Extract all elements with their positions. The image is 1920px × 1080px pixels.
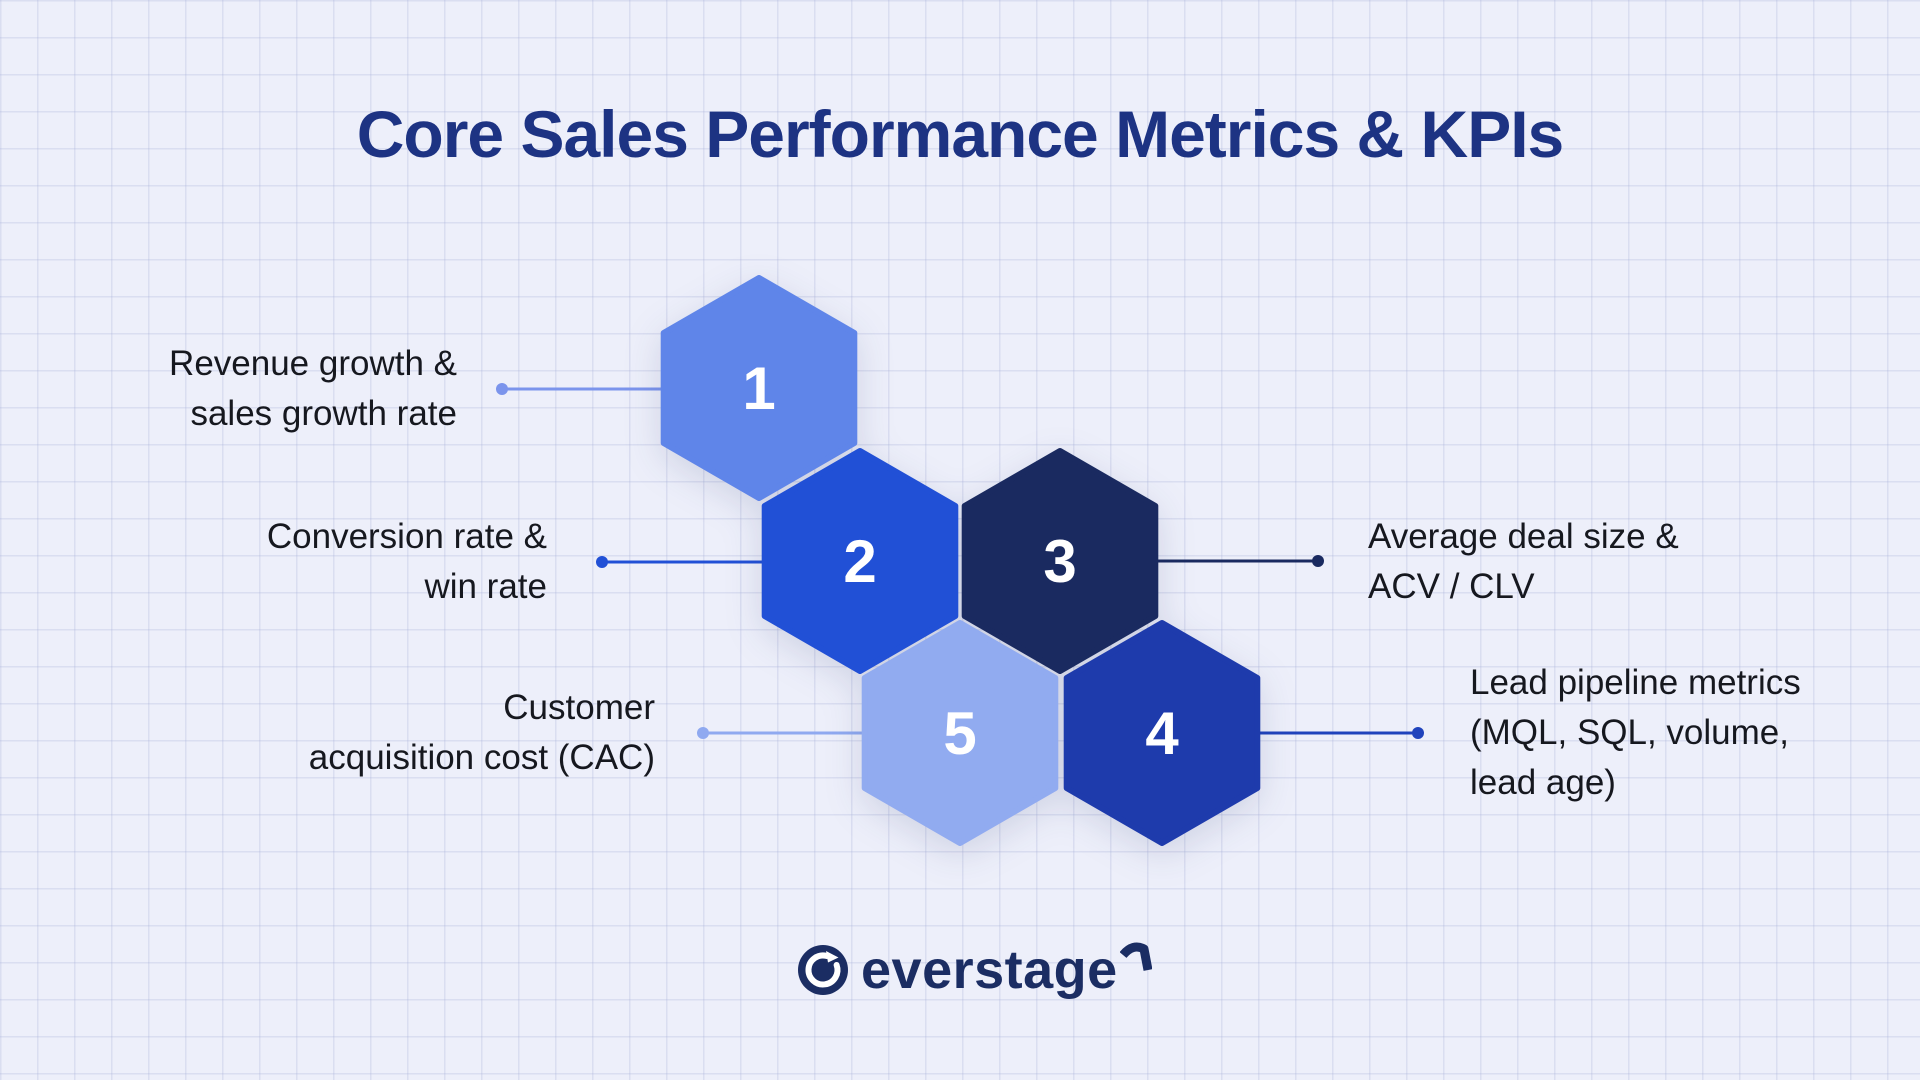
- label-average-deal-size: Average deal size & ACV / CLV: [1368, 512, 1679, 612]
- everstage-logo-icon: [798, 945, 848, 995]
- label-line: lead age): [1470, 763, 1616, 802]
- hexagon-3: [961, 448, 1159, 674]
- connector-dot-5: [697, 727, 709, 739]
- hexagon-1-number: 1: [742, 355, 775, 422]
- label-revenue-growth: Revenue growth & sales growth rate: [169, 339, 457, 439]
- label-line: win rate: [424, 567, 547, 606]
- everstage-logo: everstage: [798, 942, 1152, 998]
- everstage-wordmark: everstage: [861, 940, 1118, 1000]
- connector-dot-1: [496, 383, 508, 395]
- hexagon-2: [761, 448, 959, 674]
- label-conversion-rate: Conversion rate & win rate: [267, 512, 547, 612]
- label-line: Conversion rate &: [266, 517, 547, 556]
- label-line: acquisition cost (CAC): [308, 738, 655, 777]
- hexagon-1: [660, 275, 858, 501]
- label-line: Customer: [503, 688, 655, 727]
- hexagon-4: [1063, 620, 1261, 846]
- hexagon-3-number: 3: [1043, 528, 1076, 595]
- connector-dot-3: [1312, 555, 1324, 567]
- connector-dot-4: [1412, 727, 1424, 739]
- label-line: sales growth rate: [190, 394, 457, 433]
- hexagon-4-number: 4: [1145, 700, 1179, 767]
- hexagon-5-number: 5: [943, 700, 976, 767]
- label-line: (MQL, SQL, volume,: [1470, 713, 1789, 752]
- label-line: Average deal size &: [1368, 517, 1679, 556]
- hexagon-2-number: 2: [843, 528, 876, 595]
- page-title: Core Sales Performance Metrics & KPIs: [356, 97, 1565, 171]
- hexagon-5: [861, 620, 1059, 846]
- connector-dot-2: [596, 556, 608, 568]
- label-line: ACV / CLV: [1368, 567, 1535, 606]
- label-line: Lead pipeline metrics: [1470, 663, 1801, 702]
- label-customer-acquisition-cost: Customer acquisition cost (CAC): [309, 683, 655, 783]
- label-line: Revenue growth &: [169, 344, 457, 383]
- label-lead-pipeline-metrics: Lead pipeline metrics (MQL, SQL, volume,…: [1470, 658, 1801, 808]
- logo-corner-icon: [1119, 942, 1152, 971]
